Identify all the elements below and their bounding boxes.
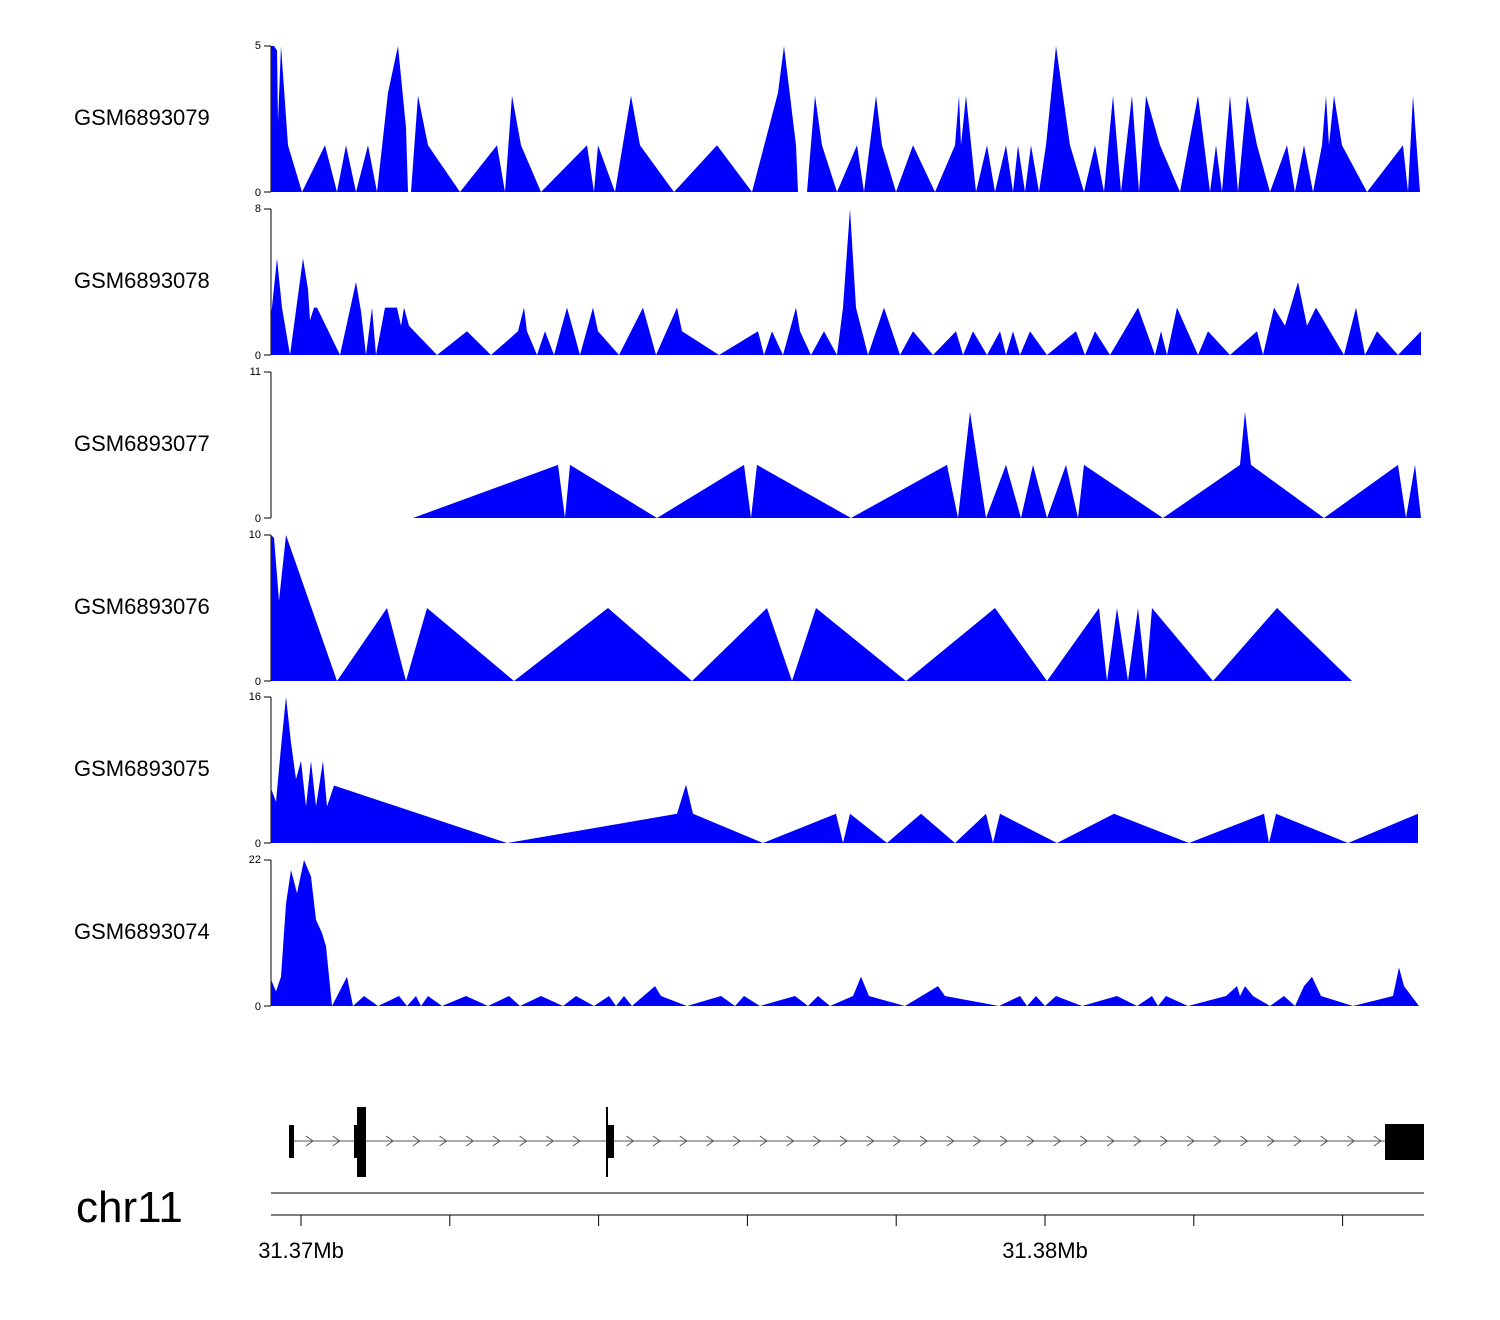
strand-arrow	[759, 1135, 768, 1147]
coverage-area	[271, 46, 1420, 192]
track-GSM6893075: GSM6893075 16 0	[74, 691, 1418, 850]
strand-arrow	[332, 1135, 341, 1147]
coverage-area	[271, 209, 1421, 355]
track-label: GSM6893078	[74, 268, 210, 293]
strand-arrow	[572, 1135, 581, 1147]
genome-axis: 31.37Mb 31.38Mb	[258, 1192, 1424, 1263]
strand-arrow	[1347, 1135, 1356, 1147]
strand-arrow	[1240, 1135, 1249, 1147]
y-tick-label-min: 0	[255, 513, 261, 525]
track-GSM6893079: GSM6893079 5 0	[74, 40, 1420, 199]
strand-arrow	[866, 1135, 875, 1147]
strand-arrow	[919, 1135, 928, 1147]
coverage-area	[271, 860, 1419, 1006]
strand-arrow	[1080, 1135, 1089, 1147]
strand-arrow	[893, 1135, 902, 1147]
track-label: GSM6893074	[74, 919, 210, 944]
strand-arrow	[1026, 1135, 1035, 1147]
y-tick-label-min: 0	[255, 838, 261, 850]
strand-arrow	[412, 1135, 421, 1147]
strand-arrow	[973, 1135, 982, 1147]
strand-arrow	[385, 1135, 394, 1147]
track-GSM6893074: GSM6893074 22 0	[74, 854, 1419, 1013]
strand-arrow	[1186, 1135, 1195, 1147]
track-label: GSM6893077	[74, 431, 210, 456]
strand-arrow	[813, 1135, 822, 1147]
y-tick-label-min: 0	[255, 187, 261, 199]
strand-arrow	[546, 1135, 555, 1147]
gene-model	[289, 1107, 1424, 1177]
y-tick-label-max: 5	[255, 40, 261, 52]
x-tick-label: 31.38Mb	[1002, 1238, 1088, 1263]
exon	[606, 1107, 608, 1177]
strand-arrow	[1293, 1135, 1302, 1147]
y-tick-label-min: 0	[255, 350, 261, 362]
strand-arrow	[1373, 1135, 1382, 1147]
strand-arrow	[1320, 1135, 1329, 1147]
exon	[608, 1125, 614, 1158]
strand-arrow	[999, 1135, 1009, 1147]
coverage-tracks: GSM689307950GSM689307880GSM6893077110GSM…	[74, 40, 1421, 1013]
strand-arrow	[839, 1135, 848, 1147]
track-label: GSM6893075	[74, 756, 210, 781]
y-tick-label-min: 0	[255, 1001, 261, 1013]
strand-arrow	[1266, 1135, 1276, 1147]
strand-arrow	[519, 1135, 528, 1147]
strand-arrow	[732, 1135, 742, 1147]
strand-arrow	[652, 1135, 661, 1147]
strand-arrow	[465, 1135, 475, 1147]
y-tick-label-max: 11	[250, 366, 261, 378]
strand-arrow	[439, 1135, 448, 1147]
track-label: GSM6893076	[74, 594, 210, 619]
strand-arrow	[1053, 1135, 1062, 1147]
y-tick-label-max: 16	[249, 691, 261, 703]
strand-arrow	[679, 1135, 688, 1147]
strand-arrow	[1213, 1135, 1222, 1147]
strand-arrow	[1106, 1135, 1115, 1147]
x-tick-label: 31.37Mb	[258, 1238, 344, 1263]
exon	[1385, 1124, 1424, 1160]
track-GSM6893078: GSM6893078 8 0	[74, 203, 1421, 362]
strand-arrow	[946, 1135, 955, 1147]
track-GSM6893076: GSM6893076 10 0	[74, 529, 1352, 688]
y-tick-label-min: 0	[255, 676, 261, 688]
track-label: GSM6893079	[74, 105, 210, 130]
exon	[354, 1125, 358, 1158]
strand-arrow	[1133, 1135, 1142, 1147]
strand-arrow	[1160, 1135, 1169, 1147]
strand-arrow	[786, 1135, 795, 1147]
chromosome-label: chr11	[76, 1183, 183, 1232]
exon	[357, 1107, 366, 1177]
y-tick-label-max: 8	[255, 203, 261, 215]
coverage-area	[271, 697, 1418, 843]
coverage-area	[413, 411, 1421, 518]
y-tick-label-max: 10	[249, 529, 261, 541]
track-GSM6893077: GSM6893077 11 0	[74, 366, 1421, 525]
y-tick-label-max: 22	[249, 854, 261, 866]
strand-arrow	[626, 1135, 635, 1147]
exon	[289, 1125, 294, 1158]
strand-arrow	[492, 1135, 501, 1147]
coverage-area	[271, 535, 1352, 681]
strand-arrow	[305, 1135, 314, 1147]
strand-arrow	[706, 1135, 715, 1147]
